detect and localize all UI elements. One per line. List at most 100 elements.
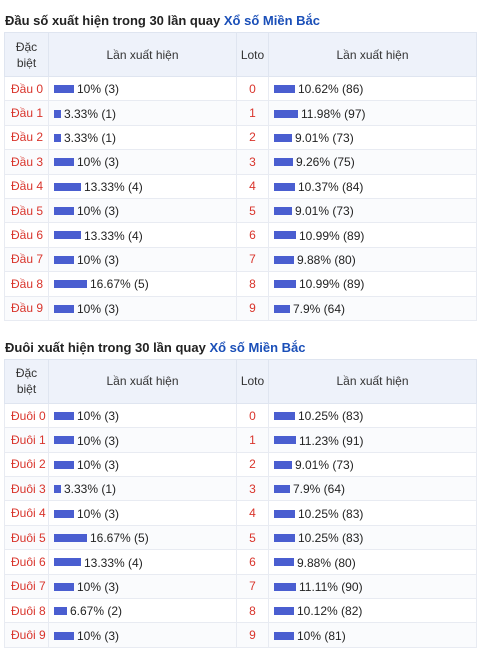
table-row: Đuôi 1 10% (3) 1 11.23% (91) <box>4 427 477 453</box>
table-row: Đuôi 4 10% (3) 4 10.25% (83) <box>4 500 477 526</box>
frequency-value: 10% (3) <box>77 628 120 643</box>
frequency-value: 13.33% (4) <box>84 179 143 194</box>
frequency-bar <box>54 231 81 240</box>
table-row: Đuôi 9 10% (3) 9 10% (81) <box>4 622 477 648</box>
frequency-bar <box>54 460 74 469</box>
frequency-bar <box>274 207 292 216</box>
frequency-value: 10% (3) <box>77 204 120 219</box>
loto-frequency-cell: 7.9% (64) <box>268 295 477 321</box>
loto-number: 7 <box>236 573 269 600</box>
loto-frequency-cell: 9.01% (73) <box>268 124 477 151</box>
frequency-bar <box>54 412 74 421</box>
frequency-value: 6.67% (2) <box>70 604 123 619</box>
frequency-bar <box>54 533 87 542</box>
frequency-bar <box>54 207 74 216</box>
db-frequency-cell: 10% (3) <box>48 246 237 273</box>
loto-frequency-cell: 9.88% (80) <box>268 549 477 575</box>
frequency-value: 13.33% (4) <box>84 555 143 570</box>
table-row: Đầu 0 10% (3) 0 10.62% (86) <box>4 75 477 102</box>
header-lan-xuat-hien: Lần xuất hiện <box>268 358 477 404</box>
frequency-value: 10% (3) <box>77 301 120 316</box>
frequency-bar <box>274 509 295 518</box>
db-frequency-cell: 16.67% (5) <box>48 271 237 297</box>
frequency-bar <box>274 231 296 240</box>
loto-frequency-cell: 10.99% (89) <box>268 271 477 297</box>
frequency-value: 9.88% (80) <box>297 555 356 570</box>
frequency-value: 10.99% (89) <box>299 228 365 243</box>
frequency-bar <box>54 558 81 567</box>
row-label: Đuôi 5 <box>4 524 49 551</box>
frequency-bar <box>54 582 74 591</box>
section-title: Đuôi xuất hiện trong 30 lần quay Xổ số M… <box>0 337 480 359</box>
loto-number: 0 <box>236 75 269 102</box>
table-row: Đầu 6 13.33% (4) 6 10.99% (89) <box>4 222 477 248</box>
db-frequency-cell: 3.33% (1) <box>48 476 237 502</box>
frequency-value: 10% (3) <box>77 155 120 170</box>
row-label: Đầu 1 <box>4 100 49 126</box>
stats-table-dau: Đặc biệt Lần xuất hiện Loto Lần xuất hiệ… <box>4 32 477 321</box>
table-row: Đầu 1 3.33% (1) 1 11.98% (97) <box>4 100 477 126</box>
section-duoi: Đuôi xuất hiện trong 30 lần quay Xổ số M… <box>0 337 480 648</box>
row-label: Đuôi 7 <box>4 573 49 600</box>
frequency-value: 10% (3) <box>77 82 120 97</box>
db-frequency-cell: 10% (3) <box>48 427 237 453</box>
db-frequency-cell: 13.33% (4) <box>48 222 237 248</box>
frequency-value: 9.01% (73) <box>295 130 354 145</box>
loto-frequency-cell: 7.9% (64) <box>268 476 477 502</box>
db-frequency-cell: 10% (3) <box>48 500 237 526</box>
frequency-value: 9.01% (73) <box>295 204 354 219</box>
xsmb-link[interactable]: Xổ số Miền Bắc <box>209 339 306 355</box>
frequency-value: 9.26% (75) <box>296 155 355 170</box>
loto-number: 1 <box>236 100 269 126</box>
row-label: Đầu 6 <box>4 222 49 248</box>
table-row: Đuôi 3 3.33% (1) 3 7.9% (64) <box>4 476 477 502</box>
frequency-bar <box>274 109 298 118</box>
loto-frequency-cell: 9.26% (75) <box>268 149 477 175</box>
row-label: Đuôi 1 <box>4 427 49 453</box>
frequency-value: 10.12% (82) <box>297 604 363 619</box>
table-row: Đầu 2 3.33% (1) 2 9.01% (73) <box>4 124 477 151</box>
row-label: Đầu 8 <box>4 271 49 297</box>
frequency-value: 13.33% (4) <box>84 228 143 243</box>
frequency-value: 3.33% (1) <box>64 106 117 121</box>
frequency-bar <box>54 158 74 167</box>
db-frequency-cell: 10% (3) <box>48 451 237 478</box>
loto-frequency-cell: 9.88% (80) <box>268 246 477 273</box>
frequency-value: 11.98% (97) <box>301 106 366 121</box>
row-label: Đầu 9 <box>4 295 49 321</box>
loto-frequency-cell: 10.37% (84) <box>268 173 477 199</box>
loto-frequency-cell: 10.12% (82) <box>268 598 477 624</box>
frequency-bar <box>274 280 296 289</box>
row-label: Đầu 2 <box>4 124 49 151</box>
frequency-value: 10.25% (83) <box>298 409 364 424</box>
loto-number: 2 <box>236 124 269 151</box>
frequency-value: 3.33% (1) <box>64 130 117 145</box>
title-text: Đầu số xuất hiện trong 30 lần quay <box>5 13 221 28</box>
loto-frequency-cell: 10.62% (86) <box>268 75 477 102</box>
frequency-value: 10% (3) <box>77 579 120 594</box>
frequency-bar <box>274 158 293 167</box>
table-row: Đầu 5 10% (3) 5 9.01% (73) <box>4 197 477 224</box>
loto-number: 0 <box>236 402 269 429</box>
loto-number: 7 <box>236 246 269 273</box>
frequency-value: 10.62% (86) <box>298 82 364 97</box>
frequency-bar <box>274 182 295 191</box>
db-frequency-cell: 3.33% (1) <box>48 124 237 151</box>
loto-number: 5 <box>236 524 269 551</box>
frequency-bar <box>54 133 61 142</box>
frequency-value: 10% (3) <box>77 433 120 448</box>
frequency-value: 11.23% (91) <box>299 433 364 448</box>
xsmb-link[interactable]: Xổ số Miền Bắc <box>223 13 320 28</box>
loto-number: 6 <box>236 549 269 575</box>
db-frequency-cell: 13.33% (4) <box>48 549 237 575</box>
frequency-bar <box>54 280 87 289</box>
loto-number: 9 <box>236 622 269 648</box>
frequency-bar <box>54 85 74 94</box>
section-title: Đầu số xuất hiện trong 30 lần quay Xổ số… <box>0 10 480 32</box>
table-row: Đầu 7 10% (3) 7 9.88% (80) <box>4 246 477 273</box>
loto-number: 5 <box>236 197 269 224</box>
loto-number: 4 <box>236 500 269 526</box>
frequency-value: 10.25% (83) <box>298 506 364 521</box>
frequency-value: 10.99% (89) <box>299 277 365 292</box>
title-text: Đuôi xuất hiện trong 30 lần quay <box>5 339 206 355</box>
